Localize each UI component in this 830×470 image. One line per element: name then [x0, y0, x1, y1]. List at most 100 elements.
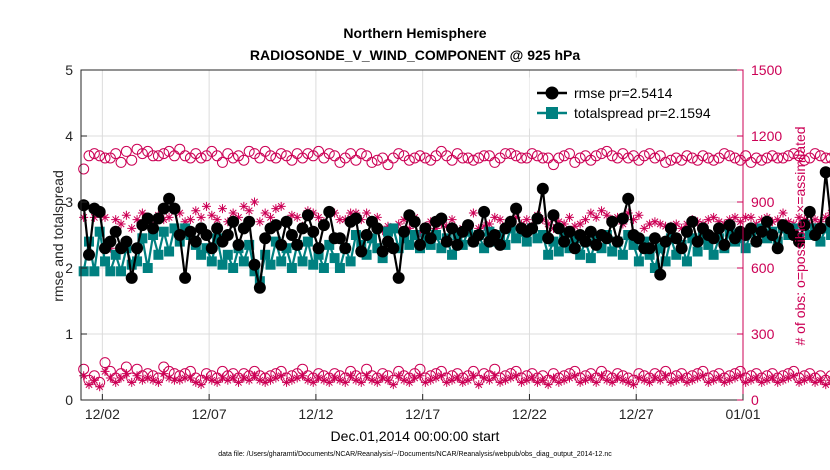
- obs-possible-marker: [660, 156, 672, 168]
- obs-assimilated-marker: [217, 204, 227, 214]
- rmse-point: [552, 222, 565, 235]
- rmse-point: [440, 235, 453, 248]
- rmse-point: [152, 212, 165, 225]
- obs-assimilated-marker: [666, 377, 676, 387]
- obs-assimilated-marker: [575, 219, 585, 229]
- legend: rmse pr=2.5414 totalspread pr=2.1594: [529, 77, 737, 129]
- obs-assimilated-marker: [330, 373, 340, 383]
- obs-assimilated-marker: [351, 375, 361, 385]
- obs-assimilated-marker: [185, 215, 195, 225]
- obs-assimilated-marker: [629, 380, 639, 390]
- obs-possible-marker: [798, 154, 810, 166]
- totalspread-point: [388, 223, 399, 234]
- obs-assimilated-marker: [570, 371, 580, 381]
- obs-possible-marker: [158, 148, 170, 160]
- chart-title: Northern Hemisphere: [343, 25, 486, 41]
- obs-assimilated-marker: [335, 375, 345, 385]
- obs-assimilated-marker: [490, 371, 500, 381]
- obs-possible-marker: [152, 150, 164, 162]
- obs-possible-marker: [168, 150, 180, 162]
- totalspread-point: [537, 230, 548, 240]
- rmse-point: [435, 212, 448, 225]
- rmse-point: [755, 225, 768, 238]
- obs-assimilated-marker: [84, 380, 94, 390]
- rmse-point: [296, 222, 309, 235]
- rmse-point: [184, 225, 197, 238]
- rmse-point: [606, 215, 619, 228]
- obs-possible-marker: [740, 150, 752, 162]
- obs-possible-marker: [681, 150, 693, 162]
- rmse-point: [323, 205, 336, 218]
- obs-assimilated-marker: [116, 373, 126, 383]
- rmse-point: [269, 219, 282, 232]
- obs-assimilated-marker: [271, 204, 281, 214]
- rmse-point: [510, 202, 523, 215]
- obs-assimilated-marker: [399, 215, 409, 225]
- rmse-point: [168, 202, 181, 215]
- obs-assimilated-marker: [100, 366, 110, 376]
- obs-assimilated-marker: [362, 371, 372, 381]
- rmse-point: [766, 229, 779, 241]
- rmse-point: [600, 232, 613, 245]
- obs-assimilated-marker: [148, 375, 158, 385]
- obs-assimilated-marker: [484, 219, 494, 229]
- totalspread-point: [479, 243, 490, 254]
- obs-assimilated-marker: [586, 208, 596, 218]
- totalspread-point: [559, 230, 570, 240]
- obs-assimilated-marker: [794, 377, 804, 387]
- obs-assimilated-marker: [783, 217, 793, 227]
- x-tick-label: 01/01: [725, 406, 760, 422]
- y-left-tick-label: 2: [65, 260, 73, 276]
- rmse-point: [141, 212, 154, 225]
- obs-assimilated-marker: [217, 373, 227, 383]
- totalspread-point: [110, 249, 121, 260]
- totalspread-point: [532, 233, 543, 244]
- obs-possible-marker: [238, 154, 250, 166]
- obs-assimilated-marker: [564, 373, 574, 383]
- obs-assimilated-marker: [559, 219, 569, 229]
- obs-assimilated-marker: [538, 375, 548, 385]
- obs-possible-marker: [531, 150, 543, 162]
- obs-possible-marker: [323, 148, 335, 160]
- totalspread-point: [164, 246, 175, 257]
- rmse-point: [761, 215, 774, 228]
- obs-assimilated-marker: [570, 221, 580, 231]
- obs-possible-marker: [665, 154, 677, 166]
- obs-possible-marker: [174, 143, 186, 155]
- obs-assimilated-marker: [479, 373, 489, 383]
- rmse-point: [542, 232, 555, 245]
- totalspread-point: [249, 266, 260, 277]
- totalspread-point: [302, 236, 313, 247]
- obs-assimilated-marker: [709, 375, 719, 385]
- obs-possible-marker: [820, 152, 830, 164]
- obs-assimilated-marker: [645, 377, 655, 387]
- rmse-point: [803, 205, 816, 218]
- obs-possible-marker: [243, 145, 255, 157]
- totalspread-point: [84, 236, 95, 247]
- rmse-point: [131, 242, 144, 255]
- totalspread-point: [228, 263, 239, 273]
- obs-assimilated-marker: [751, 373, 761, 383]
- obs-assimilated-marker: [191, 377, 201, 387]
- totalspread-point: [382, 226, 393, 237]
- rmse-point: [825, 215, 830, 228]
- rmse-point: [793, 235, 806, 248]
- obs-assimilated-marker: [751, 219, 761, 229]
- rmse-point: [211, 222, 224, 235]
- obs-assimilated-marker: [244, 206, 254, 216]
- rmse-point: [643, 242, 656, 255]
- obs-assimilated-marker: [506, 373, 516, 383]
- obs-assimilated-marker: [233, 212, 243, 222]
- obs-assimilated-marker: [548, 373, 558, 383]
- obs-assimilated-marker: [303, 375, 313, 385]
- totalspread-point: [361, 249, 372, 260]
- totalspread-point: [569, 233, 580, 244]
- obs-possible-marker: [606, 150, 618, 162]
- obs-assimilated-marker: [458, 377, 468, 387]
- obs-assimilated-marker: [474, 223, 484, 233]
- totalspread-point: [447, 249, 458, 260]
- totalspread-point: [740, 243, 751, 254]
- rmse-point: [371, 222, 384, 235]
- obs-assimilated-marker: [340, 377, 350, 387]
